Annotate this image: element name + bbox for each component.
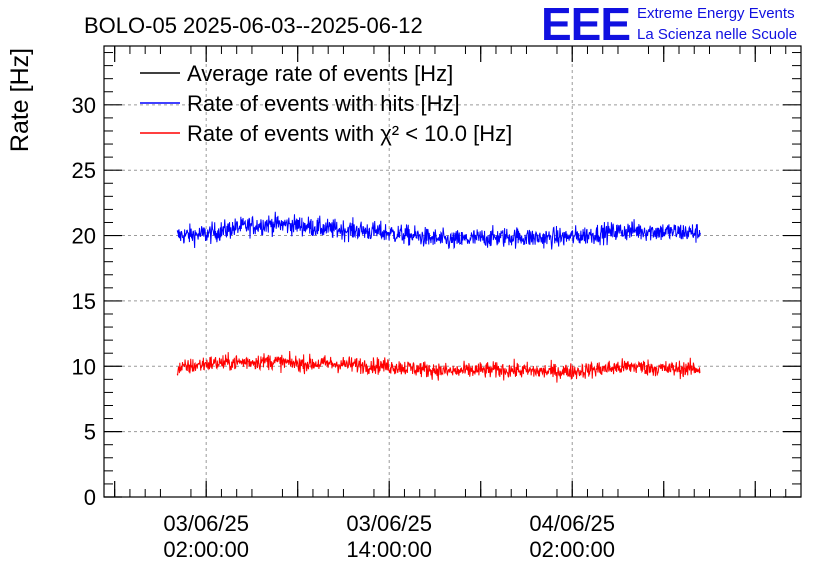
series-line-hits xyxy=(176,211,701,250)
legend-label-chi2: Rate of events with χ² < 10.0 [Hz] xyxy=(187,121,512,146)
series-line-chi2 xyxy=(176,350,701,383)
y-axis-label: Rate [Hz] xyxy=(6,48,34,152)
y-tick-label: 20 xyxy=(72,224,96,249)
legend-label-hits: Rate of events with hits [Hz] xyxy=(187,91,460,116)
x-tick-label-time: 02:00:00 xyxy=(163,537,249,562)
eee-logo-mark: EEE xyxy=(541,0,630,50)
y-tick-label: 30 xyxy=(72,93,96,118)
x-tick-label-time: 02:00:00 xyxy=(529,537,615,562)
axis-ticks xyxy=(104,46,802,498)
y-tick-label: 5 xyxy=(84,420,96,445)
y-tick-label: 10 xyxy=(72,354,96,379)
legend-label-average: Average rate of events [Hz] xyxy=(187,61,453,86)
chart-title: BOLO-05 2025-06-03--2025-06-12 xyxy=(84,13,423,38)
series-layer xyxy=(176,211,701,383)
y-tick-label: 25 xyxy=(72,158,96,183)
eee-logo-line2: La Scienza nelle Scuole xyxy=(637,26,797,43)
y-tick-label: 0 xyxy=(84,485,96,510)
plot-frame xyxy=(103,45,802,498)
x-tick-label-date: 04/06/25 xyxy=(529,511,615,536)
y-tick-label: 15 xyxy=(72,289,96,314)
x-tick-label-date: 03/06/25 xyxy=(163,511,249,536)
x-tick-label-date: 03/06/25 xyxy=(346,511,432,536)
tick-labels: 05101520253003/06/2502:00:0003/06/2514:0… xyxy=(72,93,616,562)
eee-logo-line1: Extreme Energy Events xyxy=(637,5,795,22)
x-tick-label-time: 14:00:00 xyxy=(346,537,432,562)
legend: Average rate of events [Hz] Rate of even… xyxy=(140,61,512,146)
eee-logo: EEE Extreme Energy Events La Scienza nel… xyxy=(541,0,797,50)
